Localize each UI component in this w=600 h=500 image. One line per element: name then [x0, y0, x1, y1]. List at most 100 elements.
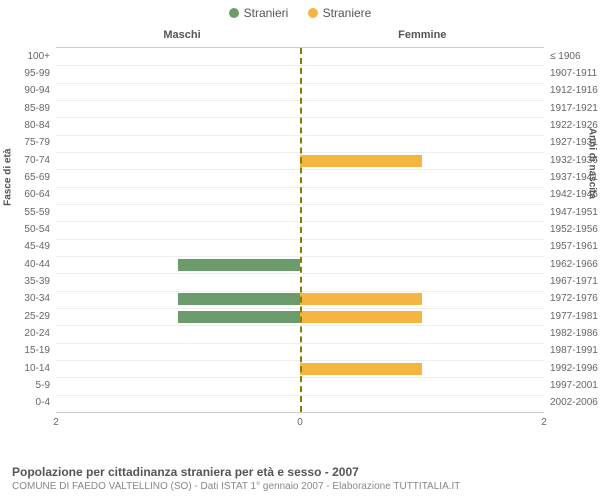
plot: 100+≤ 190695-991907-191190-941912-191685…	[56, 47, 544, 413]
bar-male	[178, 311, 300, 323]
age-label: 45-49	[24, 242, 56, 252]
left-half	[56, 273, 300, 290]
legend-label-female: Straniere	[323, 6, 372, 20]
age-label: 100+	[27, 52, 56, 62]
age-label: 35-39	[24, 277, 56, 287]
age-label: 15-19	[24, 346, 56, 356]
right-half	[300, 239, 544, 256]
x-tick-right: 2	[541, 417, 547, 428]
age-label: 50-54	[24, 225, 56, 235]
age-label: 40-44	[24, 260, 56, 270]
right-half	[300, 152, 544, 169]
year-label: 1932-1936	[544, 156, 598, 166]
year-label: 1927-1931	[544, 138, 598, 148]
legend: Stranieri Straniere	[0, 0, 600, 21]
left-half	[56, 377, 300, 394]
left-half	[56, 152, 300, 169]
footer: Popolazione per cittadinanza straniera p…	[12, 465, 588, 492]
bar-female	[300, 311, 422, 323]
left-half	[56, 83, 300, 100]
year-label: 1937-1941	[544, 173, 598, 183]
left-half	[56, 221, 300, 238]
left-half	[56, 100, 300, 117]
right-half	[300, 83, 544, 100]
age-label: 90-94	[24, 86, 56, 96]
right-half	[300, 204, 544, 221]
age-label: 30-34	[24, 294, 56, 304]
age-label: 20-24	[24, 329, 56, 339]
age-label: 5-9	[36, 381, 56, 391]
year-label: 1912-1916	[544, 86, 598, 96]
year-label: 1992-1996	[544, 364, 598, 374]
right-half	[300, 117, 544, 134]
year-label: 1977-1981	[544, 312, 598, 322]
right-half	[300, 187, 544, 204]
year-label: 1907-1911	[544, 69, 597, 79]
year-label: 1952-1956	[544, 225, 598, 235]
right-half	[300, 221, 544, 238]
right-half	[300, 135, 544, 152]
age-label: 95-99	[24, 69, 56, 79]
age-label: 80-84	[24, 121, 56, 131]
left-half	[56, 117, 300, 134]
left-half	[56, 343, 300, 360]
x-ticks: 2 0 2	[56, 415, 544, 429]
year-label: 1987-1991	[544, 346, 598, 356]
left-half	[56, 395, 300, 412]
right-half	[300, 100, 544, 117]
year-label: 1972-1976	[544, 294, 598, 304]
age-label: 65-69	[24, 173, 56, 183]
year-label: ≤ 1906	[544, 52, 581, 62]
right-half	[300, 343, 544, 360]
left-half	[56, 169, 300, 186]
left-half	[56, 204, 300, 221]
age-label: 85-89	[24, 104, 56, 114]
left-half	[56, 360, 300, 377]
center-axis-line	[300, 48, 302, 412]
chart-title: Popolazione per cittadinanza straniera p…	[12, 465, 588, 479]
year-label: 1957-1961	[544, 242, 598, 252]
right-half	[300, 65, 544, 82]
year-label: 2002-2006	[544, 398, 598, 408]
left-half	[56, 291, 300, 308]
year-label: 1922-1926	[544, 121, 598, 131]
left-half	[56, 239, 300, 256]
year-label: 1962-1966	[544, 260, 598, 270]
left-half	[56, 65, 300, 82]
legend-dot-male	[229, 8, 239, 18]
right-half	[300, 291, 544, 308]
age-label: 75-79	[24, 138, 56, 148]
right-half	[300, 360, 544, 377]
year-label: 1982-1986	[544, 329, 598, 339]
bar-female	[300, 155, 422, 167]
left-half	[56, 256, 300, 273]
chart-area: Maschi Femmine Fasce di età Anni di nasc…	[56, 29, 544, 429]
year-label: 1997-2001	[544, 381, 598, 391]
legend-dot-female	[308, 8, 318, 18]
right-half	[300, 377, 544, 394]
legend-item-male: Stranieri	[229, 6, 289, 20]
x-tick-left: 2	[53, 417, 59, 428]
chart-subtitle: COMUNE DI FAEDO VALTELLINO (SO) - Dati I…	[12, 481, 588, 492]
x-tick-center: 0	[297, 417, 303, 428]
age-label: 10-14	[24, 364, 56, 374]
right-half	[300, 273, 544, 290]
column-label-right: Femmine	[398, 29, 446, 41]
left-half	[56, 325, 300, 342]
right-half	[300, 308, 544, 325]
left-half	[56, 48, 300, 65]
age-label: 60-64	[24, 190, 56, 200]
right-half	[300, 395, 544, 412]
year-label: 1967-1971	[544, 277, 598, 287]
right-half	[300, 48, 544, 65]
bar-male	[178, 259, 300, 271]
right-half	[300, 256, 544, 273]
age-label: 70-74	[24, 156, 56, 166]
bar-male	[178, 293, 300, 305]
y-axis-title-left: Fasce di età	[3, 149, 14, 206]
legend-item-female: Straniere	[308, 6, 372, 20]
column-label-left: Maschi	[163, 29, 200, 41]
right-half	[300, 169, 544, 186]
left-half	[56, 308, 300, 325]
legend-label-male: Stranieri	[244, 6, 289, 20]
